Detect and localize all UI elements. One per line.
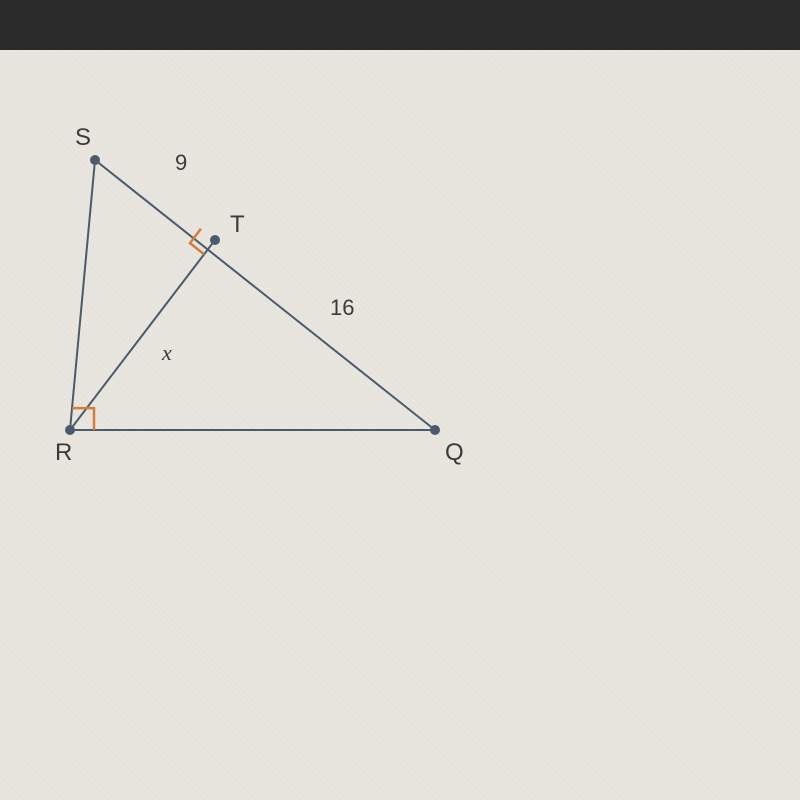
diagram-svg: S R Q T 9 16 x [0, 50, 800, 800]
vertex-Q-point [430, 425, 440, 435]
edge-ST-label: 9 [175, 150, 187, 175]
window-chrome-bar [0, 0, 800, 50]
edge-RT [70, 240, 215, 430]
vertex-T-point [210, 235, 220, 245]
vertex-R-label: R [55, 439, 72, 466]
vertex-S-point [90, 155, 100, 165]
vertex-R-point [65, 425, 75, 435]
edge-SQ [95, 160, 435, 430]
vertex-T-label: T [230, 211, 245, 238]
edge-RT-label: x [161, 340, 172, 365]
vertex-S-label: S [75, 124, 91, 151]
edge-SR [70, 160, 95, 430]
edge-TQ-label: 16 [330, 295, 354, 320]
vertex-Q-label: Q [445, 439, 464, 466]
geometry-diagram: S R Q T 9 16 x [0, 50, 800, 800]
